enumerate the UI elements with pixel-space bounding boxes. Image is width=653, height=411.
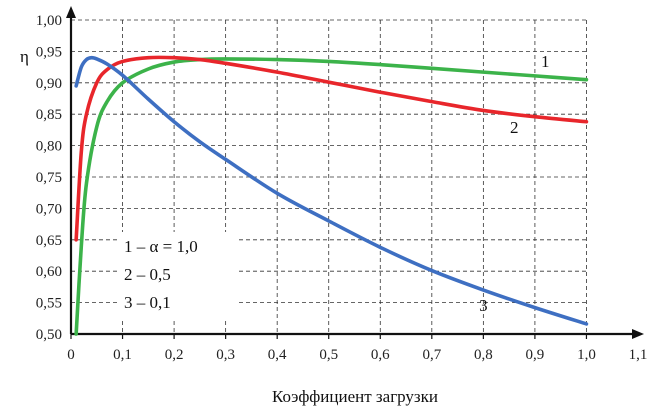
x-tick-label: 0,6 [371, 347, 390, 363]
x-tick-label: 0,8 [474, 347, 493, 363]
y-tick-label: 0,60 [36, 264, 62, 280]
y-tick-label: 0,50 [36, 327, 62, 343]
x-tick-label: 1,1 [629, 347, 648, 363]
y-tick-label: 0,65 [36, 233, 62, 249]
x-tick-label: 0,7 [422, 347, 441, 363]
curve-labels: 1 2 3 [479, 52, 549, 315]
y-axis-arrow [66, 6, 76, 18]
y-tick-label: 0,55 [36, 296, 62, 312]
x-tick-label: 1,0 [577, 347, 596, 363]
series-lines [74, 55, 589, 336]
y-tick-label: 0,80 [36, 139, 62, 155]
x-axis-arrow [632, 329, 644, 339]
y-tick-label: 0,75 [36, 170, 62, 186]
legend-entry: 2 – 0,5 [124, 265, 171, 284]
legend-background [118, 232, 236, 320]
curve-label-2: 2 [510, 118, 519, 137]
curve-label-1: 1 [541, 52, 550, 71]
x-tick-label: 0,5 [319, 347, 338, 363]
axes [66, 6, 644, 339]
x-tick-label: 0,1 [113, 347, 132, 363]
series-line-2 [74, 55, 589, 242]
y-tick-label: 0,85 [36, 107, 62, 123]
y-tick-label: 0,90 [36, 76, 62, 92]
curve-label-3: 3 [479, 296, 488, 315]
x-axis-label: Коэффициент загрузки [272, 387, 438, 406]
y-tick-label: 0,95 [36, 44, 62, 60]
x-tick-label: 0,4 [268, 347, 287, 363]
y-tick-label: 0,70 [36, 201, 62, 217]
legend: 1 – α = 1,0 2 – 0,5 3 – 0,1 [124, 237, 198, 312]
x-tick-label: 0,9 [526, 347, 545, 363]
y-tick-label: 1,00 [36, 13, 62, 29]
legend-entry: 1 – α = 1,0 [124, 237, 198, 256]
x-tick-label: 0 [67, 347, 75, 363]
y-axis-label: η [20, 47, 29, 66]
x-tick-label: 0,2 [165, 347, 184, 363]
tick-labels: 0 0,1 0,2 0,3 0,4 0,5 0,6 0,7 0,8 0,9 1,0 1,1 0,50 0,… [36, 13, 648, 363]
series-line-3 [74, 55, 589, 326]
x-tick-label: 0,3 [216, 347, 235, 363]
legend-entry: 3 – 0,1 [124, 293, 171, 312]
